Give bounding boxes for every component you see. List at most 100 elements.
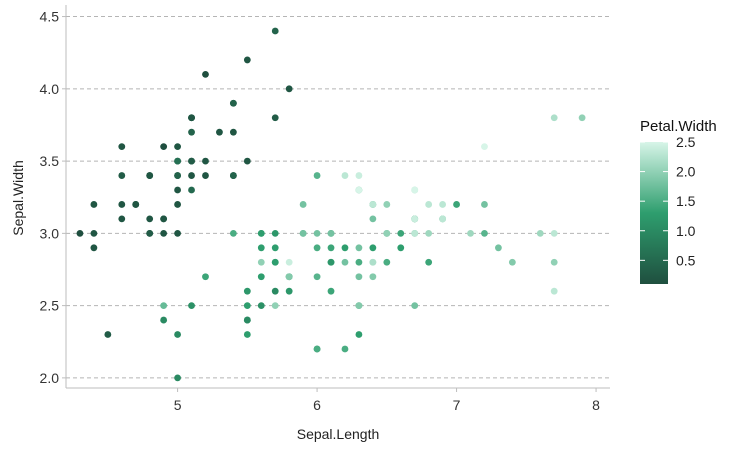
data-point-53 xyxy=(243,331,251,338)
data-point-131 xyxy=(578,114,586,122)
data-point-127 xyxy=(327,229,335,237)
data-point-42 xyxy=(90,201,98,208)
data-point-99 xyxy=(271,258,279,266)
data-point-58 xyxy=(397,244,405,252)
data-point-141 xyxy=(439,215,447,223)
data-point-96 xyxy=(271,244,279,252)
data-point-144 xyxy=(411,186,419,194)
x-tick-label-0: 5 xyxy=(174,397,182,413)
data-point-60 xyxy=(174,374,181,382)
data-point-68 xyxy=(341,345,349,353)
data-point-108 xyxy=(411,302,419,310)
legend-colorbar xyxy=(640,142,668,284)
data-point-29 xyxy=(132,201,140,208)
data-point-107 xyxy=(495,244,502,252)
data-point-84 xyxy=(229,229,237,237)
data-point-97 xyxy=(341,244,349,252)
data-point-26 xyxy=(174,172,181,179)
data-point-140 xyxy=(411,215,419,223)
data-point-14 xyxy=(285,85,293,93)
y-tick-label-0: 2.0 xyxy=(40,370,60,386)
data-point-63 xyxy=(327,244,335,252)
data-point-23 xyxy=(188,186,195,194)
data-point-100 xyxy=(355,186,363,194)
data-point-30 xyxy=(146,215,154,223)
data-point-76 xyxy=(425,258,433,266)
data-point-69 xyxy=(257,302,265,310)
data-point-142 xyxy=(285,273,293,281)
data-point-28 xyxy=(202,172,209,179)
data-point-6 xyxy=(118,172,126,179)
legend-title: Petal.Width xyxy=(640,118,717,135)
data-point-119 xyxy=(313,345,321,353)
data-point-35 xyxy=(174,201,181,208)
data-point-126 xyxy=(341,258,349,266)
y-tick-label-3: 3.5 xyxy=(40,153,60,169)
x-axis-title: Sepal.Length xyxy=(297,426,380,442)
data-point-149 xyxy=(299,229,307,237)
data-point-13 xyxy=(76,229,84,237)
data-point-21 xyxy=(188,128,195,136)
data-point-81 xyxy=(243,316,251,324)
data-point-134 xyxy=(327,287,335,295)
data-point-54 xyxy=(383,258,391,266)
data-point-49 xyxy=(174,186,181,194)
data-point-16 xyxy=(229,99,237,107)
gridlines xyxy=(66,16,610,379)
data-point-45 xyxy=(146,229,154,237)
data-point-106 xyxy=(160,302,168,310)
data-point-118 xyxy=(550,287,558,295)
legend-label-3: 2.0 xyxy=(676,164,696,180)
data-point-147 xyxy=(383,229,391,237)
data-point-88 xyxy=(257,229,265,237)
data-point-115 xyxy=(369,201,377,208)
data-point-24 xyxy=(146,172,154,179)
data-point-70 xyxy=(299,201,307,208)
data-point-8 xyxy=(90,244,98,252)
data-point-148 xyxy=(341,172,349,179)
data-point-137 xyxy=(369,215,377,223)
data-point-114 xyxy=(285,258,293,266)
y-tick-label-5: 4.5 xyxy=(40,9,60,25)
data-point-47 xyxy=(118,201,126,208)
data-point-78 xyxy=(313,244,321,252)
data-point-90 xyxy=(243,287,251,295)
data-point-36 xyxy=(243,157,251,165)
data-points xyxy=(76,27,586,382)
data-point-17 xyxy=(188,157,195,165)
data-point-94 xyxy=(257,273,265,281)
color-legend: Petal.Width 0.5 1.0 1.5 2.0 2.5 xyxy=(640,118,717,284)
data-point-130 xyxy=(508,258,516,266)
x-tick-label-2: 7 xyxy=(453,397,461,413)
y-axis-ticks: 2.0 2.5 3.0 3.5 4.0 4.5 xyxy=(40,9,66,386)
y-tick-label-1: 2.5 xyxy=(40,298,60,314)
data-point-15 xyxy=(271,27,279,35)
data-point-85 xyxy=(313,172,321,179)
data-point-22 xyxy=(118,143,126,151)
data-point-43 xyxy=(174,157,181,165)
data-point-46 xyxy=(188,114,195,122)
data-point-39 xyxy=(188,172,195,179)
x-axis-ticks: 5 6 7 8 xyxy=(174,388,600,413)
data-point-75 xyxy=(397,229,405,237)
data-point-92 xyxy=(285,287,293,295)
data-point-48 xyxy=(216,128,223,136)
data-point-73 xyxy=(327,258,335,266)
data-point-27 xyxy=(202,157,209,165)
data-point-120 xyxy=(439,201,447,208)
data-point-136 xyxy=(355,172,363,179)
data-point-1 xyxy=(160,229,168,237)
data-point-50 xyxy=(453,201,460,208)
data-point-146 xyxy=(355,302,363,310)
legend-ticks: 0.5 1.0 1.5 2.0 2.5 xyxy=(640,134,696,268)
data-point-103 xyxy=(355,244,363,252)
data-point-109 xyxy=(481,143,488,151)
data-point-123 xyxy=(355,273,363,281)
legend-label-1: 1.0 xyxy=(676,223,696,239)
data-point-57 xyxy=(160,316,168,324)
data-point-132 xyxy=(369,258,377,266)
x-tick-label-3: 8 xyxy=(592,397,600,413)
data-point-37 xyxy=(160,143,168,151)
data-point-135 xyxy=(550,229,558,237)
